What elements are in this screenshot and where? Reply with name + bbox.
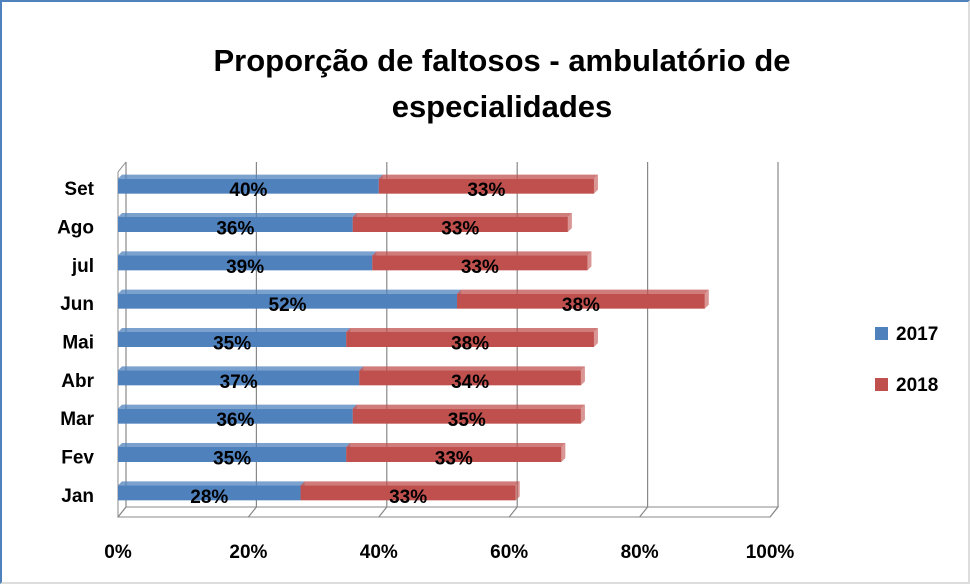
bar-top bbox=[118, 404, 357, 409]
bar-top bbox=[300, 481, 520, 486]
bar bbox=[457, 293, 705, 309]
value-label: 35% bbox=[448, 410, 486, 431]
bar-side bbox=[593, 174, 598, 194]
value-label: 35% bbox=[213, 334, 251, 355]
bar-top bbox=[118, 443, 351, 447]
bar bbox=[118, 370, 360, 386]
x-tick-label: 20% bbox=[229, 542, 267, 563]
bar-top bbox=[118, 174, 383, 179]
value-label: 33% bbox=[467, 180, 505, 201]
x-tick-label: 60% bbox=[490, 542, 528, 563]
value-label: 33% bbox=[435, 449, 473, 470]
y-tick-label: Fev bbox=[61, 448, 94, 469]
y-tick-label: Mar bbox=[60, 409, 94, 430]
bar bbox=[118, 332, 347, 347]
value-label: 40% bbox=[229, 180, 267, 201]
value-label: 38% bbox=[451, 334, 489, 355]
value-label: 37% bbox=[220, 372, 258, 393]
floor bbox=[116, 506, 780, 518]
chart-title: Proporção de faltosos - ambulatório de e… bbox=[213, 43, 791, 124]
bar-top bbox=[359, 366, 585, 371]
bar-side bbox=[561, 443, 566, 462]
bar-top bbox=[457, 289, 709, 294]
value-label: 35% bbox=[213, 449, 251, 470]
value-label: 33% bbox=[441, 219, 479, 240]
bar bbox=[118, 255, 373, 271]
y-tick-label: Mai bbox=[62, 333, 94, 354]
bar-top bbox=[118, 289, 462, 294]
bar bbox=[378, 178, 594, 194]
value-label: 38% bbox=[562, 295, 600, 316]
grid-line bbox=[378, 162, 388, 518]
legend-swatch bbox=[875, 378, 888, 391]
bar bbox=[346, 332, 594, 347]
bar bbox=[352, 217, 568, 232]
value-label: 36% bbox=[216, 410, 254, 431]
y-tick-label: jul bbox=[71, 256, 94, 277]
bar-side bbox=[567, 213, 572, 232]
bar-top bbox=[346, 328, 598, 332]
bar bbox=[118, 217, 353, 232]
bar-side bbox=[587, 251, 592, 271]
bar-top bbox=[346, 443, 566, 447]
bar bbox=[118, 178, 379, 194]
value-label: 36% bbox=[216, 219, 254, 240]
y-tick-label: Jan bbox=[61, 486, 94, 507]
grid-line bbox=[247, 162, 257, 518]
bar bbox=[118, 408, 353, 424]
x-tick-label: 80% bbox=[621, 542, 659, 563]
y-tick-label: Abr bbox=[61, 371, 94, 392]
bar-side bbox=[515, 481, 520, 501]
bar bbox=[352, 408, 581, 424]
y-tick-label: Set bbox=[64, 179, 94, 200]
value-label: 52% bbox=[269, 295, 307, 316]
grid-line bbox=[639, 162, 649, 518]
value-label: 33% bbox=[461, 257, 499, 278]
bar-top bbox=[372, 251, 592, 256]
x-tick-label: 100% bbox=[746, 542, 795, 563]
bar bbox=[118, 293, 458, 309]
value-label: 34% bbox=[451, 372, 489, 393]
bar-side bbox=[580, 366, 585, 386]
y-tick-label: Ago bbox=[57, 218, 94, 239]
bar-top bbox=[352, 213, 572, 217]
grid-line bbox=[117, 162, 127, 518]
value-label: 33% bbox=[389, 487, 427, 508]
bar-top bbox=[118, 213, 357, 217]
bar bbox=[118, 485, 301, 501]
bar bbox=[118, 447, 347, 462]
value-label: 28% bbox=[190, 487, 228, 508]
legend-label: 2018 bbox=[896, 375, 938, 396]
bar bbox=[346, 447, 562, 462]
legend-label: 2017 bbox=[896, 324, 938, 345]
bar-top bbox=[118, 251, 377, 256]
bar-top bbox=[118, 481, 305, 486]
axis-line bbox=[117, 161, 127, 173]
bar-side bbox=[580, 404, 585, 424]
bar-top bbox=[118, 366, 364, 371]
legend-swatch bbox=[875, 327, 888, 340]
bar-top bbox=[118, 328, 351, 332]
bar bbox=[372, 255, 588, 271]
bar bbox=[300, 485, 516, 501]
x-tick-label: 40% bbox=[360, 542, 398, 563]
bar-top bbox=[378, 174, 598, 179]
bar-top bbox=[352, 404, 585, 409]
bar-side bbox=[593, 328, 598, 347]
grid-line bbox=[769, 162, 779, 518]
grid-line bbox=[508, 162, 518, 518]
y-tick-label: Jun bbox=[60, 294, 94, 315]
value-label: 39% bbox=[226, 257, 264, 278]
bar-side bbox=[704, 289, 709, 309]
bar bbox=[359, 370, 581, 386]
x-tick-label: 0% bbox=[104, 542, 132, 563]
